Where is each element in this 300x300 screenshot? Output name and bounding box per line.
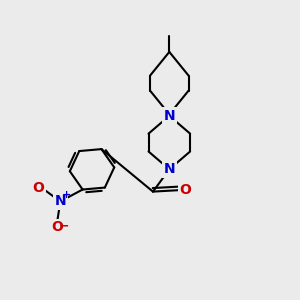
Text: O: O: [51, 220, 63, 234]
Text: O: O: [179, 183, 191, 197]
Text: N: N: [164, 162, 175, 176]
Text: N: N: [164, 109, 175, 123]
Text: +: +: [62, 190, 71, 200]
Text: N: N: [55, 194, 66, 208]
Text: O: O: [33, 181, 45, 195]
Text: −: −: [58, 220, 69, 232]
